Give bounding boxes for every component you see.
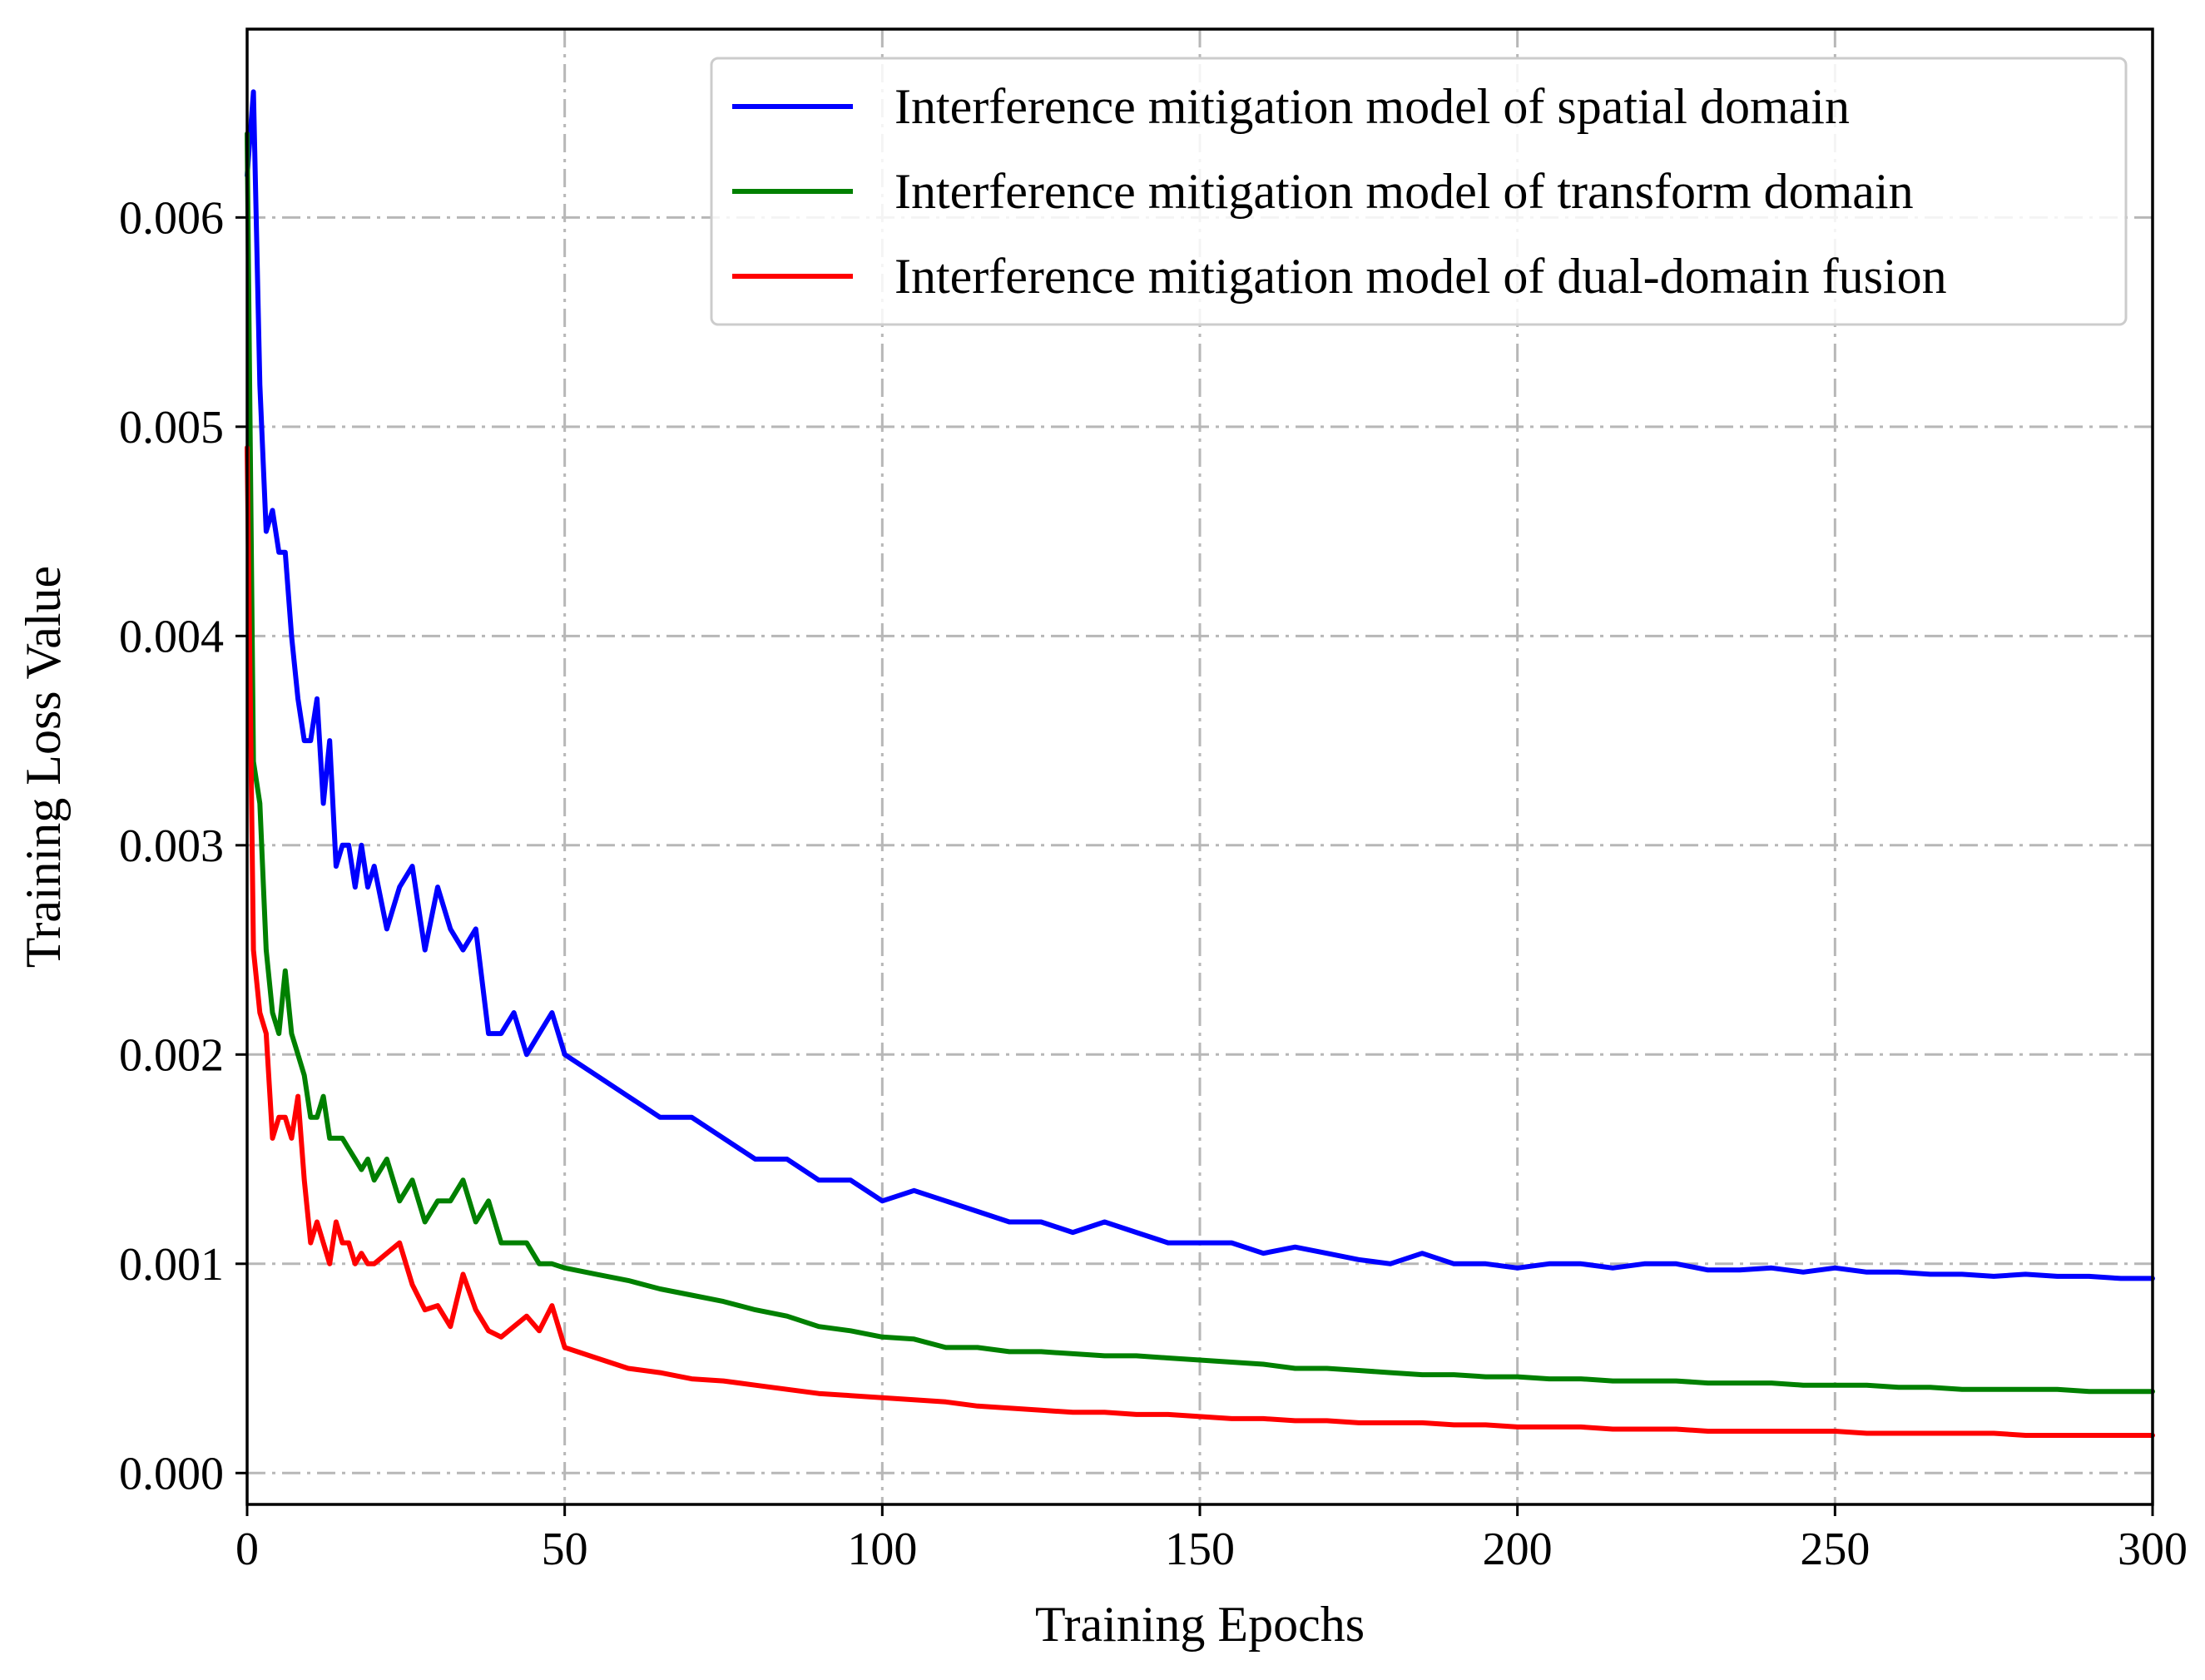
legend-entry: Interference mitigation model of dual-do… <box>732 249 1947 304</box>
x-tick-label: 200 <box>1483 1524 1553 1575</box>
y-tick-label: 0.006 <box>119 192 224 244</box>
legend-label: Interference mitigation model of dual-do… <box>894 249 1947 304</box>
y-axis: 0.000 0.001 0.002 0.003 0.004 0.005 0.006 <box>119 192 247 1499</box>
legend-box <box>710 57 2128 326</box>
x-tick-label: 300 <box>2118 1524 2188 1575</box>
x-tick-label: 150 <box>1165 1524 1235 1575</box>
y-tick-label: 0.004 <box>119 611 224 662</box>
x-axis: 0 50 100 150 200 250 300 <box>235 1504 2188 1575</box>
legend-label: Interference mitigation model of spatial… <box>894 79 1850 134</box>
y-tick-label: 0.003 <box>119 820 224 872</box>
series-line-3 <box>245 445 2155 1438</box>
y-tick-label: 0.005 <box>119 402 224 453</box>
y-tick-label: 0.000 <box>119 1448 224 1499</box>
series-layer <box>245 89 2155 1438</box>
legend-entries: Interference mitigation model of spatial… <box>732 79 1947 304</box>
series-line-2 <box>245 131 2155 1395</box>
series-line-1 <box>245 89 2155 1281</box>
y-axis-title: Training Loss Value <box>16 566 71 968</box>
legend-entry: Interference mitigation model of transfo… <box>732 164 1914 219</box>
x-tick-label: 250 <box>1800 1524 1870 1575</box>
legend: Interference mitigation model of spatial… <box>710 57 2128 326</box>
y-tick-label: 0.002 <box>119 1029 224 1081</box>
legend-label: Interference mitigation model of transfo… <box>894 164 1914 219</box>
x-axis-title: Training Epochs <box>1035 1597 1365 1652</box>
x-tick-label: 0 <box>235 1524 259 1575</box>
x-tick-label: 50 <box>542 1524 588 1575</box>
y-tick-label: 0.001 <box>119 1239 224 1291</box>
x-tick-label: 100 <box>847 1524 917 1575</box>
legend-entry: Interference mitigation model of spatial… <box>732 79 1850 134</box>
